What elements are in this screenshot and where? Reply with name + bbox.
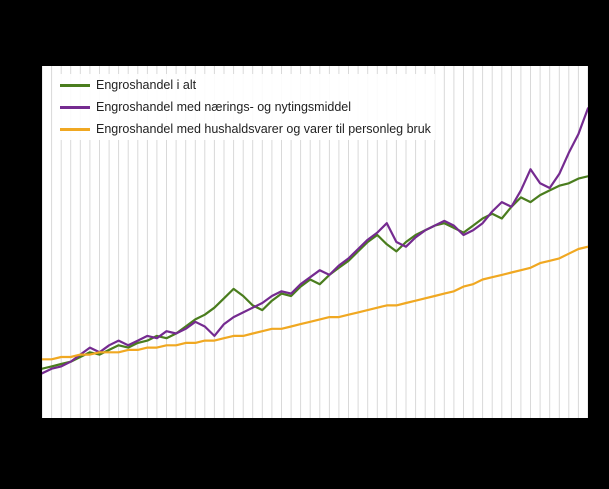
legend-line-swatch-icon <box>60 83 90 87</box>
legend-label: Engroshandel i alt <box>96 78 197 92</box>
legend-line-swatch-icon <box>60 105 90 109</box>
legend: Engroshandel i alt Engroshandel med næri… <box>60 74 435 140</box>
legend-item-hushaldsvarer[interactable]: Engroshandel med hushaldsvarer og varer … <box>60 120 431 138</box>
legend-line-swatch-icon <box>60 127 90 131</box>
legend-label: Engroshandel med nærings- og nytingsmidd… <box>96 100 352 114</box>
chart-panel: Engroshandel i alt Engroshandel med næri… <box>42 66 588 418</box>
legend-item-engroshandel-i-alt[interactable]: Engroshandel i alt <box>60 76 431 94</box>
legend-label: Engroshandel med hushaldsvarer og varer … <box>96 122 431 136</box>
legend-item-naerings-og-nytingsmiddel[interactable]: Engroshandel med nærings- og nytingsmidd… <box>60 98 431 116</box>
